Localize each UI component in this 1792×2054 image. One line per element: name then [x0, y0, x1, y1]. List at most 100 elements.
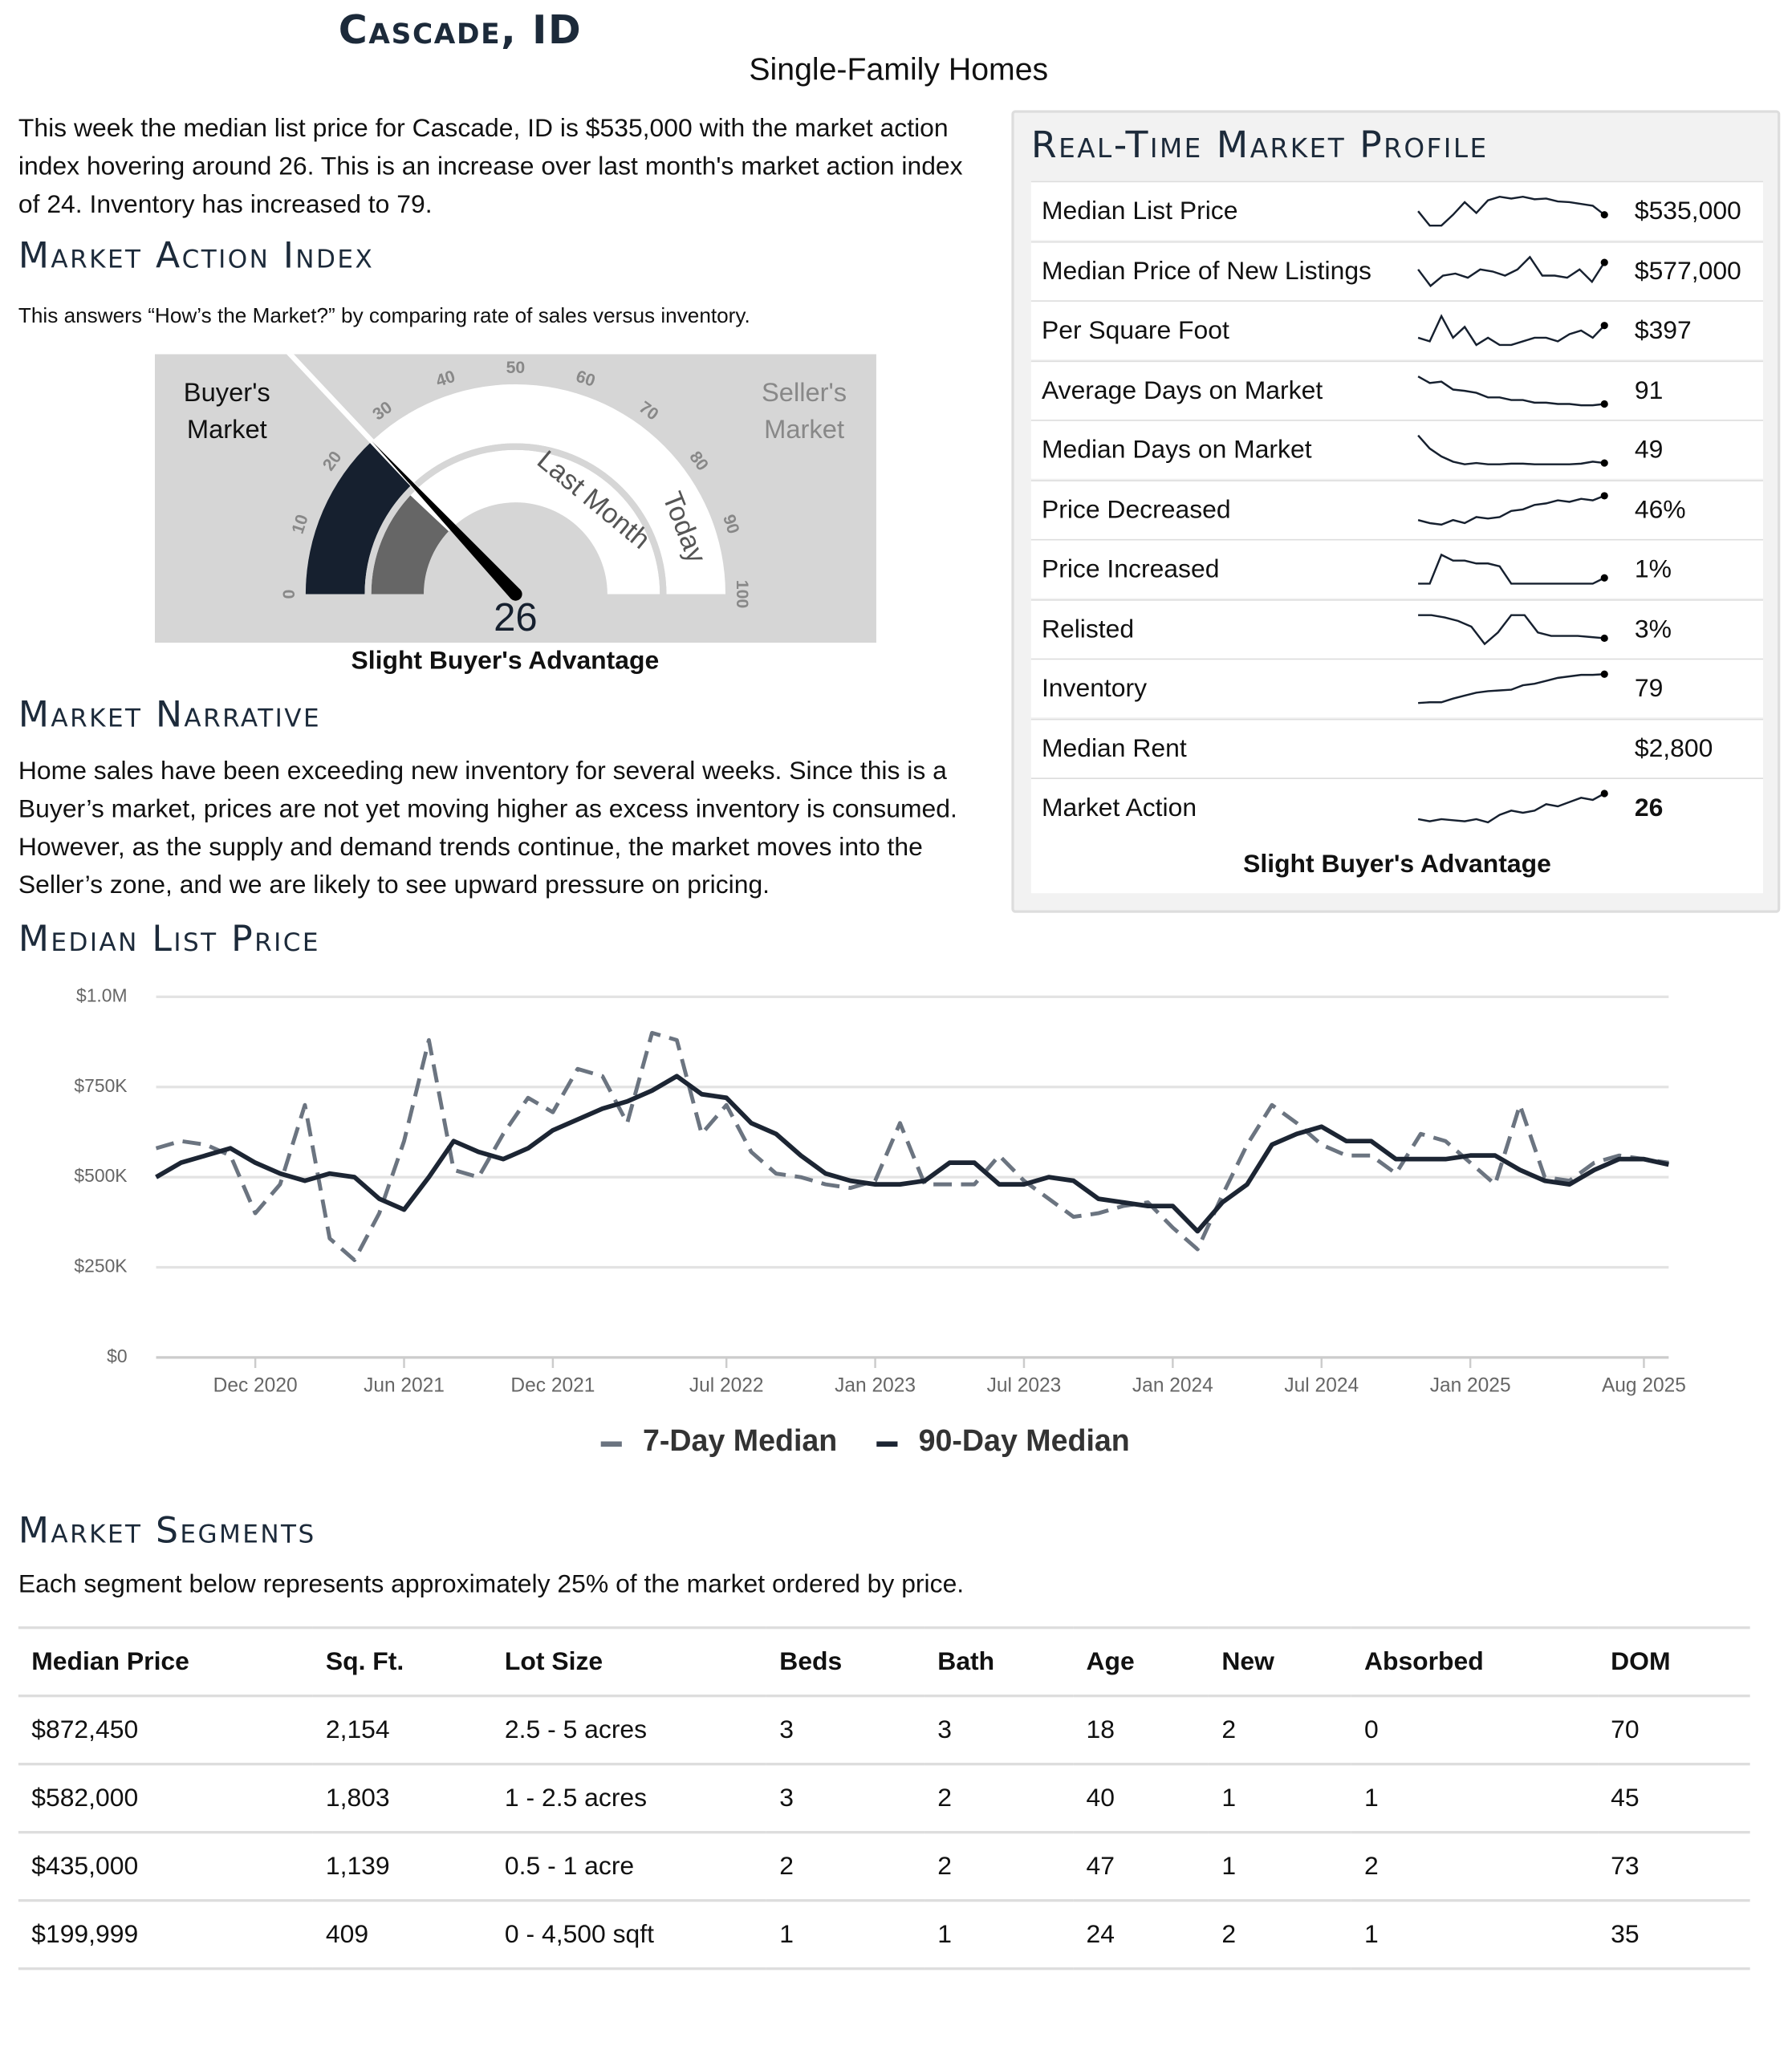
column-header: New	[1208, 1627, 1351, 1698]
table-cell: 2	[1208, 1900, 1351, 1971]
x-tick-label: Jan 2023	[835, 1374, 916, 1396]
sparkline-line	[1417, 314, 1606, 347]
profile-value: 91	[1634, 375, 1664, 405]
table-cell: 3	[924, 1695, 1074, 1766]
table-cell: $872,450	[18, 1695, 313, 1766]
intro: This week the median list price for Casc…	[18, 114, 963, 219]
market-profile: Real-Time Market Profile Median List Pri…	[1011, 110, 1781, 913]
table-cell: $199,999	[18, 1900, 313, 1971]
sparkline	[1417, 375, 1608, 408]
table-cell: 1	[1351, 1900, 1598, 1971]
column-header: Sq. Ft.	[312, 1627, 492, 1698]
profile-value: $535,000	[1634, 197, 1741, 226]
profile-label: Average Days on Market	[1041, 375, 1323, 405]
sparkline-line	[1418, 553, 1605, 585]
sparkline	[1417, 434, 1608, 467]
table-cell: 2	[766, 1832, 924, 1902]
sparkline-end	[1600, 211, 1608, 219]
x-tick-label: Aug 2025	[1602, 1374, 1686, 1396]
last-month-track	[371, 449, 660, 595]
sparkline-line	[1417, 195, 1605, 227]
sparkline-end	[1600, 459, 1608, 467]
table-row: $582,000 1,803 1 - 2.5 acres 3 2 40 1 1 45	[18, 1764, 1750, 1834]
x-tick-label: Jul 2023	[987, 1374, 1062, 1396]
series-line	[155, 1074, 1669, 1234]
sparkline-end	[1600, 400, 1608, 408]
table-cell: 1	[1351, 1764, 1598, 1834]
sparkline-line	[1417, 493, 1605, 526]
column-header: DOM	[1597, 1627, 1750, 1698]
profile-label: Relisted	[1041, 614, 1135, 643]
table-cell: 2	[1351, 1832, 1598, 1902]
sparkline-line	[1418, 673, 1605, 704]
profile-row: Median List Price $535,000	[1030, 181, 1764, 241]
sparkline-line	[1418, 613, 1605, 645]
sparkline-end	[1600, 491, 1608, 499]
gauge-tick-label: 50	[506, 358, 526, 377]
profile-row: Inventory 79	[1030, 658, 1764, 718]
profile-row: Market Action 26	[1030, 777, 1764, 837]
x-tick-label: Jul 2024	[1284, 1374, 1359, 1396]
table-cell: 2	[924, 1832, 1074, 1902]
y-tick-label: $1.0M	[76, 984, 128, 1005]
sparkline	[1417, 254, 1608, 287]
sparkline-end	[1600, 322, 1608, 330]
table-cell: 35	[1597, 1900, 1750, 1971]
table-cell: 0	[1351, 1695, 1598, 1766]
table-cell: 24	[1073, 1900, 1209, 1971]
table-cell: 2.5 - 5 acres	[491, 1695, 766, 1766]
gauge-tick-label: 100	[733, 580, 752, 608]
profile-value: 3%	[1634, 614, 1672, 643]
table-cell: 40	[1073, 1764, 1209, 1834]
note: This answers “How’s the Market?” by comp…	[18, 305, 750, 328]
table-cell: 2	[1208, 1695, 1351, 1766]
table-row: $435,000 1,139 0.5 - 1 acre 2 2 47 1 2 73	[18, 1832, 1750, 1902]
sparkline-line	[1417, 434, 1605, 465]
table-cell: 0.5 - 1 acre	[491, 1832, 766, 1902]
profile-row: Median Price of New Listings $577,000	[1030, 240, 1764, 300]
table-cell: 1,139	[312, 1832, 492, 1902]
table-cell: 1,803	[312, 1764, 492, 1834]
section-title: Market Action Index	[18, 236, 375, 277]
profile-verdict: Slight Buyer's Advantage	[1030, 835, 1764, 894]
x-tick-label: Jan 2025	[1430, 1374, 1511, 1396]
table-cell: 1	[766, 1900, 924, 1971]
table-cell: 1	[1208, 1764, 1351, 1834]
profile-value: $397	[1634, 315, 1692, 345]
column-header: Bath	[924, 1627, 1074, 1698]
x-tick-label: Jun 2021	[364, 1374, 445, 1396]
header-row: Median Price Sq. Ft. Lot Size Beds Bath Age Ne…	[18, 1627, 1750, 1698]
chart: $0 $250K $500K $750K $1.0M Dec 2020 Jun 2021 De…	[74, 984, 1686, 1457]
profile-value: 26	[1634, 793, 1664, 822]
x-tick-label: Dec 2021	[510, 1374, 595, 1396]
profile-row: Per Square Foot $397	[1030, 300, 1764, 359]
table-cell: 70	[1597, 1695, 1750, 1766]
page-title: Cascade, ID	[338, 7, 583, 55]
series-line	[155, 1030, 1669, 1262]
table-cell: 2,154	[312, 1695, 492, 1766]
y-tick-label: $0	[107, 1346, 127, 1366]
x-tick-label: Jan 2024	[1132, 1374, 1213, 1396]
y-tick-label: $500K	[74, 1165, 127, 1186]
profile-value: $577,000	[1634, 256, 1741, 286]
sparkline-end	[1600, 670, 1608, 678]
profile-value: 49	[1634, 435, 1664, 465]
profile-label: Median Rent	[1041, 733, 1187, 763]
profile-label: Market Action	[1041, 793, 1197, 822]
table-row: $872,450 2,154 2.5 - 5 acres 3 3 18 2 0 70	[18, 1695, 1750, 1766]
profile-label: Median Price of New Listings	[1041, 256, 1372, 286]
verdict: Slight Buyer's Advantage	[351, 646, 660, 676]
table-cell: 3	[766, 1764, 924, 1834]
profile-row: Price Decreased 46%	[1030, 479, 1764, 539]
buyer-label: Buyer's Market	[183, 379, 270, 445]
segments-table: Median Price Sq. Ft. Lot Size Beds Bath Age Ne…	[18, 1626, 1750, 1971]
sparkline	[1418, 553, 1608, 585]
column-header: Absorbed	[1351, 1627, 1598, 1698]
table-cell: $582,000	[18, 1764, 313, 1834]
sparkline-end	[1600, 790, 1608, 798]
profile-label: Inventory	[1041, 674, 1148, 704]
legend-label: 90-Day Median	[919, 1423, 1130, 1457]
sparkline	[1417, 195, 1608, 227]
